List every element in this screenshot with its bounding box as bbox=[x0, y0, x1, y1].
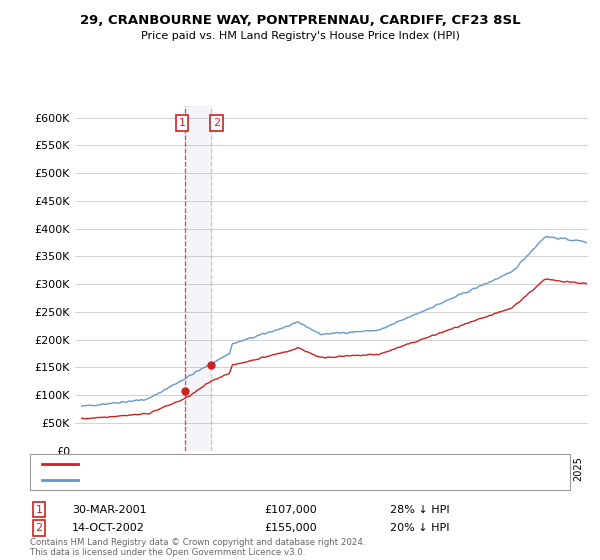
Bar bbox=[185, 106, 211, 451]
Text: HPI: Average price, detached house, Cardiff: HPI: Average price, detached house, Card… bbox=[84, 475, 312, 485]
Text: 30-MAR-2001: 30-MAR-2001 bbox=[72, 505, 146, 515]
Text: Price paid vs. HM Land Registry's House Price Index (HPI): Price paid vs. HM Land Registry's House … bbox=[140, 31, 460, 41]
Text: 29, CRANBOURNE WAY, PONTPRENNAU, CARDIFF, CF23 8SL (detached house): 29, CRANBOURNE WAY, PONTPRENNAU, CARDIFF… bbox=[84, 459, 489, 469]
Text: £155,000: £155,000 bbox=[264, 523, 317, 533]
Text: 28% ↓ HPI: 28% ↓ HPI bbox=[390, 505, 449, 515]
Text: 20% ↓ HPI: 20% ↓ HPI bbox=[390, 523, 449, 533]
Text: 14-OCT-2002: 14-OCT-2002 bbox=[72, 523, 145, 533]
Text: Contains HM Land Registry data © Crown copyright and database right 2024.
This d: Contains HM Land Registry data © Crown c… bbox=[30, 538, 365, 557]
Text: 2: 2 bbox=[213, 118, 220, 128]
Text: £107,000: £107,000 bbox=[264, 505, 317, 515]
Text: 1: 1 bbox=[179, 118, 185, 128]
Text: 1: 1 bbox=[35, 505, 43, 515]
Text: 29, CRANBOURNE WAY, PONTPRENNAU, CARDIFF, CF23 8SL: 29, CRANBOURNE WAY, PONTPRENNAU, CARDIFF… bbox=[80, 14, 520, 27]
Text: 2: 2 bbox=[35, 523, 43, 533]
